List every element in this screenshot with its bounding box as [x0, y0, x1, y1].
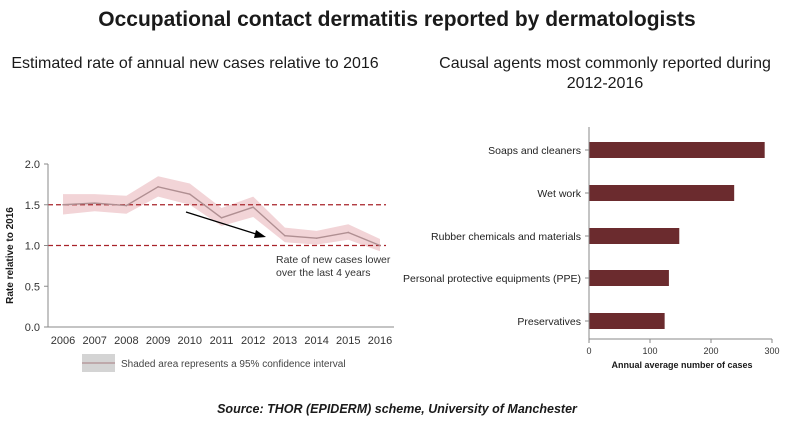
annotation-text: Rate of new cases lower over the last 4 y…	[276, 254, 391, 279]
bar-category-label: Rubber chemicals and materials	[431, 231, 581, 243]
legend: Shaded area represents a 95% confidence …	[82, 354, 346, 372]
annotation-arrow	[185, 211, 260, 236]
line-x-tick-label: 2008	[114, 335, 138, 347]
line-x-tick-label: 2012	[241, 335, 265, 347]
bar-axes-group: 0 100 200 300	[586, 127, 780, 356]
line-y-tick-label: 1.0	[25, 241, 40, 253]
confidence-band-group	[63, 176, 380, 252]
reference-lines-group	[48, 204, 386, 247]
bar-category-label: Personal protective equipments (PPE)	[403, 273, 581, 285]
bar-category-label: Soaps and cleaners	[488, 145, 581, 157]
series-point-2015	[347, 231, 350, 234]
bar-4	[589, 270, 669, 286]
bar-x-tick-label: 100	[642, 346, 657, 356]
bar-2	[589, 185, 735, 201]
line-x-tick-label: 2011	[210, 335, 234, 347]
line-y-tick-label: 2.0	[25, 159, 40, 171]
line-x-tick-label: 2014	[304, 335, 328, 347]
line-x-tick-label: 2015	[336, 335, 360, 347]
series-point-2010	[189, 193, 191, 195]
bar-x-tick-label: 200	[703, 346, 718, 356]
line-x-tick-label: 2016	[368, 335, 392, 347]
annotation-arrowhead	[254, 230, 266, 238]
bar-chart-title: Causal agents most commonly reported dur…	[439, 55, 771, 92]
series-point-2012	[252, 206, 254, 208]
line-x-tick-label: 2007	[82, 335, 106, 347]
source-note: Source: THOR (EPIDERM) scheme, Universit…	[217, 402, 577, 416]
bar-3	[589, 228, 680, 244]
line-y-axis-label: Rate relative to 2016	[5, 207, 16, 304]
legend-text: Shaded area represents a 95% confidence …	[121, 359, 346, 370]
series-point-2008	[125, 204, 128, 207]
series-point-2016	[379, 244, 381, 247]
annotation-group: Rate of new cases lower over the last 4 y…	[185, 211, 391, 279]
bar-chart: Soaps and cleaners Wet work Rubber chemica…	[403, 127, 780, 370]
bar-x-tick-label: 0	[586, 346, 591, 356]
annotation-line-1: Rate of new cases lower	[276, 254, 391, 266]
page-title: Occupational contact dermatitis reported…	[98, 8, 696, 31]
bars-group: Soaps and cleaners Wet work Rubber chemica…	[403, 142, 765, 329]
line-x-tick-label: 2006	[51, 335, 75, 347]
line-series-group	[62, 186, 381, 247]
bar-x-axis-label: Annual average number of cases	[611, 360, 752, 370]
line-y-tick-label: 0.0	[25, 322, 40, 334]
bar-1	[589, 142, 765, 158]
line-chart-title: Estimated rate of annual new cases relat…	[11, 55, 379, 72]
series-point-2007	[93, 202, 96, 204]
series-point-2013	[284, 234, 286, 237]
line-axes-group: 0.0 0.5 1.0 1.5 2.0 2006 2007 2008 2009 2010 2011 2…	[25, 159, 394, 347]
bar-category-label: Wet work	[537, 188, 581, 200]
bar-5	[589, 313, 665, 329]
series-point-2014	[315, 237, 318, 239]
line-x-tick-label: 2010	[178, 335, 202, 347]
line-chart: 0.0 0.5 1.0 1.5 2.0 2006 2007 2008 2009 2010 2011 2…	[5, 159, 394, 372]
bar-x-tick-label: 300	[764, 346, 779, 356]
line-x-tick-label: 2013	[273, 335, 297, 347]
annotation-line-2: over the last 4 years	[276, 267, 371, 279]
line-x-tick-label: 2009	[146, 335, 170, 347]
series-point-2011	[220, 216, 223, 219]
bar-category-label: Preservatives	[517, 316, 581, 328]
series-point-2006	[62, 203, 64, 206]
series-point-2009	[157, 186, 159, 188]
line-y-tick-label: 1.5	[25, 200, 40, 212]
confidence-band	[63, 176, 380, 252]
line-y-tick-label: 0.5	[25, 281, 40, 293]
